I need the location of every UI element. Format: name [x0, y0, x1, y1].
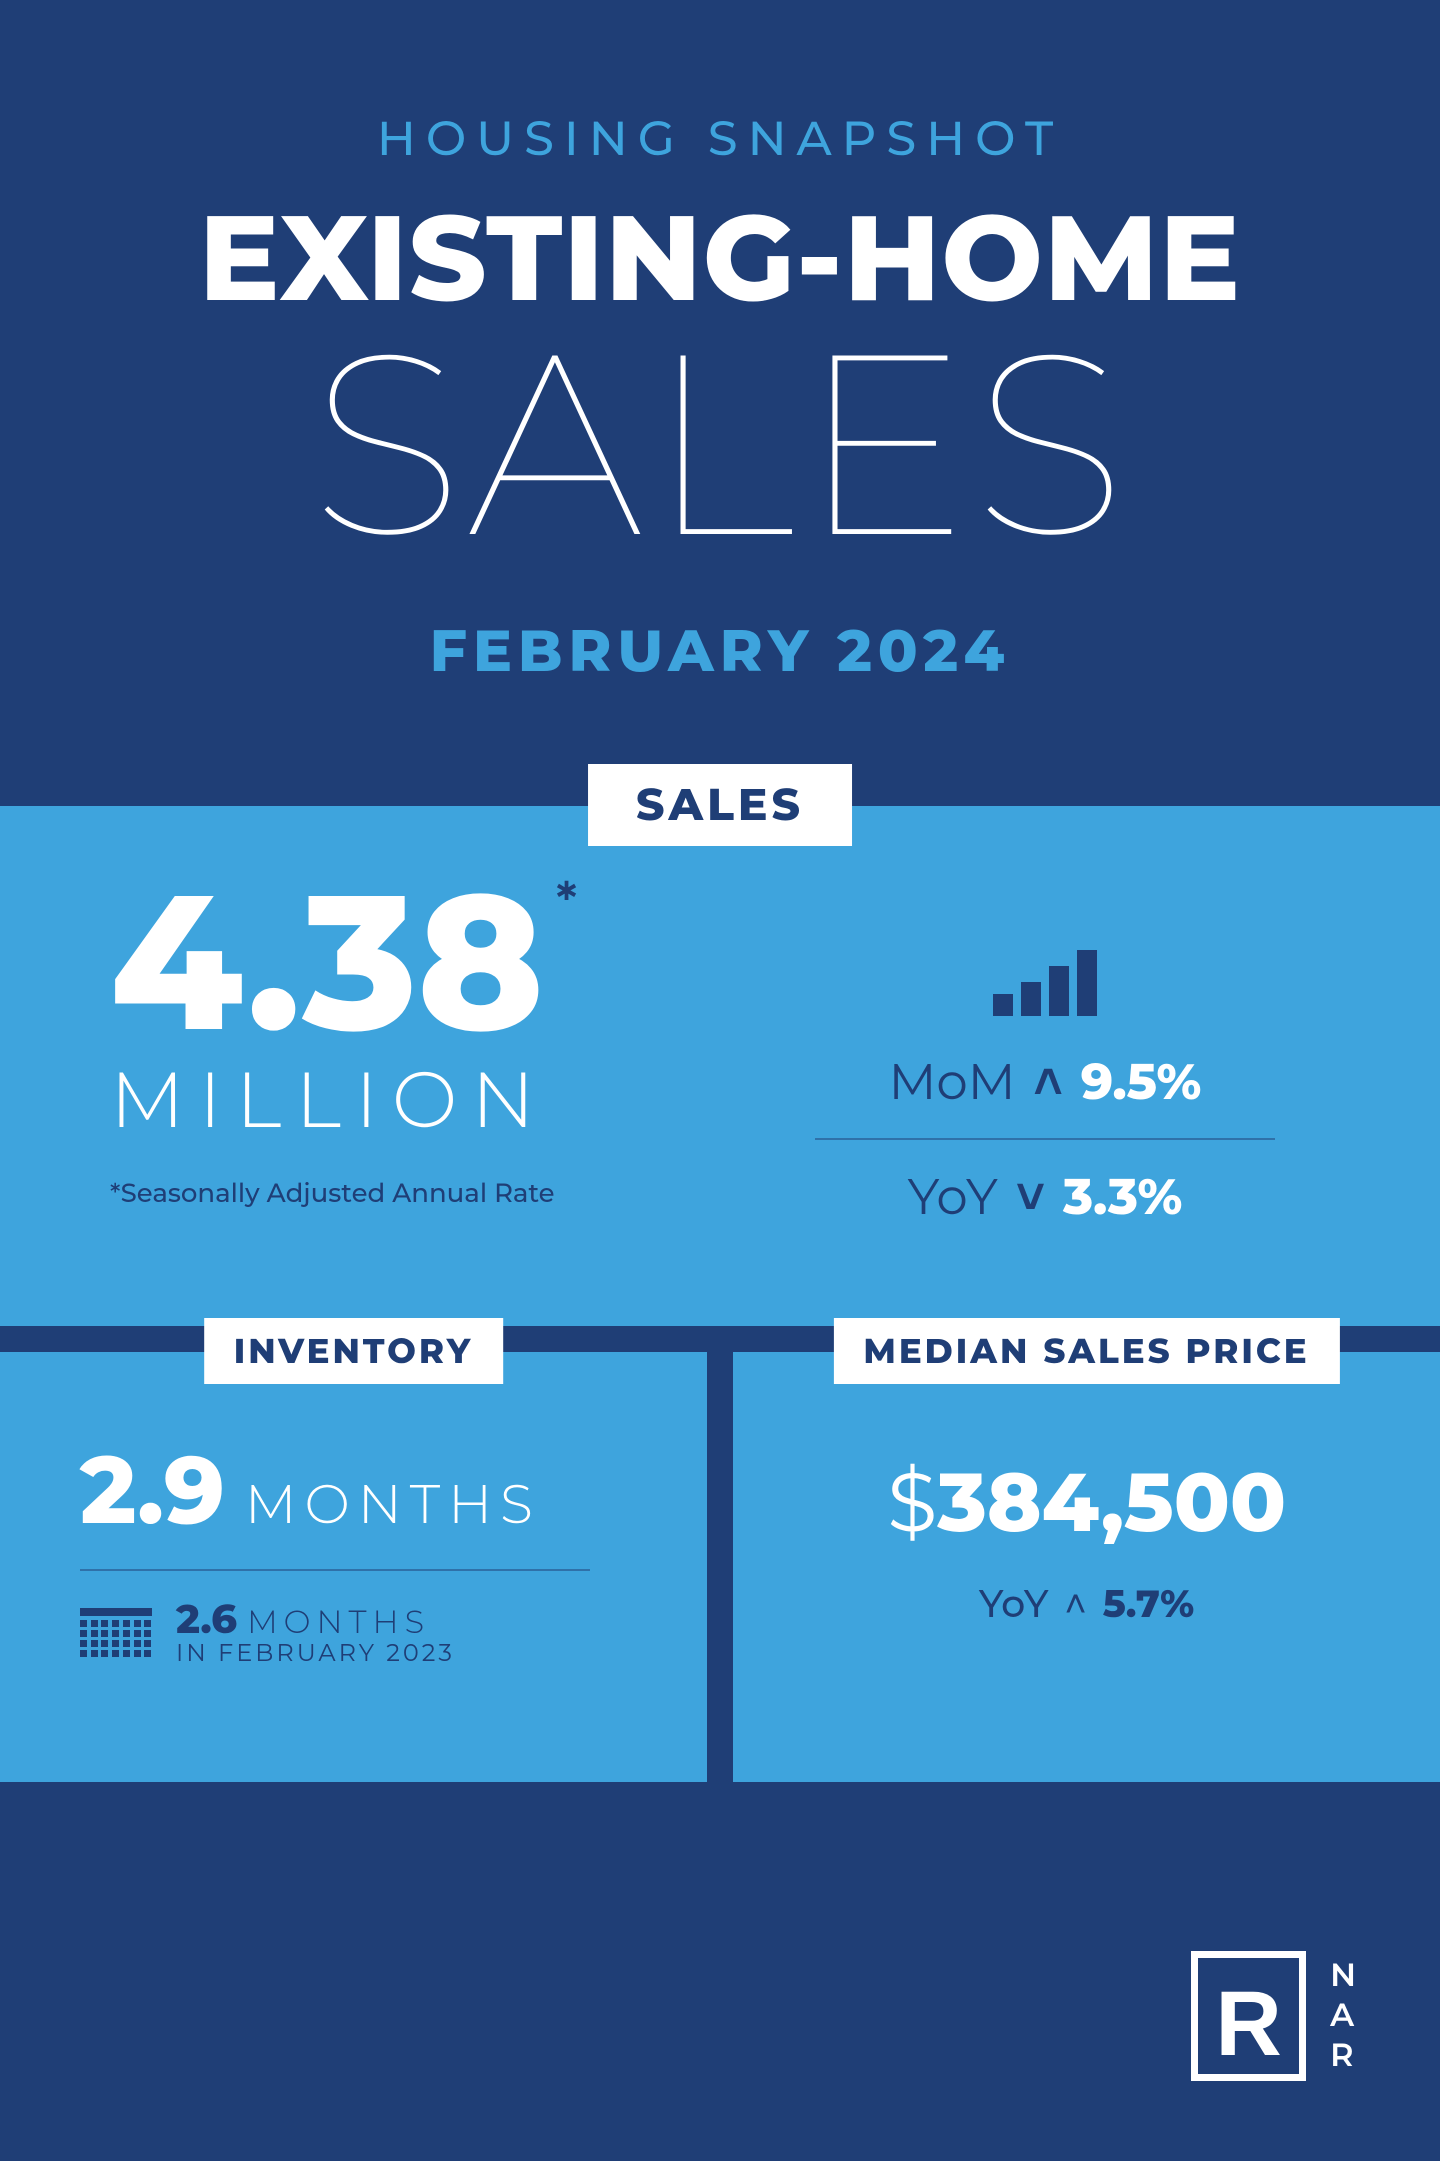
infographic-page: HOUSING SNAPSHOT EXISTING-HOME SALES FEB… — [0, 0, 1440, 2161]
price-yoy-value: 5.7% — [1103, 1580, 1195, 1627]
bar-2 — [1021, 982, 1041, 1016]
inventory-divider — [80, 1569, 590, 1571]
sales-number-row: 4.38 * — [110, 876, 680, 1047]
calendar-dots — [80, 1620, 152, 1657]
sales-footnote: *Seasonally Adjusted Annual Rate — [110, 1177, 680, 1209]
metric-divider — [815, 1138, 1275, 1140]
yoy-value: 3.3% — [1063, 1166, 1182, 1227]
price-panel: MEDIAN SALES PRICE $384,500 YoY ˄ 5.7% — [733, 1352, 1440, 1782]
price-badge: MEDIAN SALES PRICE — [833, 1318, 1339, 1384]
price-content: $384,500 YoY ˄ 5.7% — [733, 1352, 1440, 1667]
inventory-badge: INVENTORY — [204, 1318, 504, 1384]
realtor-logo-letter: R — [1215, 1978, 1281, 2070]
realtor-logo-icon: R — [1191, 1951, 1306, 2081]
sales-unit: MILLION — [110, 1051, 680, 1147]
inventory-compare: 2.6 MONTHS IN FEBRUARY 2023 — [80, 1599, 647, 1666]
sales-section: SALES 4.38 * MILLION *Seasonally Adjuste… — [0, 806, 1440, 1326]
inventory-compare-sub: IN FEBRUARY 2023 — [176, 1641, 455, 1666]
footer: R N A R — [1191, 1951, 1360, 2081]
price-main: $384,500 — [773, 1452, 1400, 1552]
inventory-panel: INVENTORY 2.9 MONTHS — [0, 1352, 707, 1782]
price-value: 384,500 — [937, 1452, 1286, 1552]
sales-badge: SALES — [588, 764, 852, 846]
inventory-compare-text: 2.6 MONTHS IN FEBRUARY 2023 — [176, 1599, 455, 1666]
inventory-content: 2.9 MONTHS — [0, 1352, 707, 1706]
title-line2: SALES — [0, 323, 1440, 565]
inventory-compare-unit: MONTHS — [247, 1606, 430, 1640]
price-currency: $ — [887, 1452, 937, 1552]
sales-right: MoM ˄ 9.5% YoY ˅ 3.3% — [720, 806, 1440, 1326]
inventory-main: 2.9 MONTHS — [80, 1432, 647, 1547]
mom-label: MoM — [889, 1051, 1016, 1112]
yoy-row: YoY ˅ 3.3% — [815, 1166, 1275, 1227]
bar-chart-icon — [993, 946, 1097, 1016]
price-change: YoY ˄ 5.7% — [773, 1580, 1400, 1627]
price-yoy-label: YoY — [979, 1580, 1049, 1627]
bar-4 — [1077, 950, 1097, 1016]
pretitle: HOUSING SNAPSHOT — [0, 110, 1440, 168]
sales-left: 4.38 * MILLION *Seasonally Adjusted Annu… — [0, 806, 720, 1326]
up-arrow-icon: ˄ — [1034, 1051, 1063, 1112]
sales-band: 4.38 * MILLION *Seasonally Adjusted Annu… — [0, 806, 1440, 1326]
mom-value: 9.5% — [1081, 1051, 1202, 1112]
up-arrow-icon: ˄ — [1064, 1580, 1086, 1627]
calendar-icon — [80, 1608, 152, 1657]
sales-number: 4.38 — [110, 876, 544, 1047]
nar-line3: R — [1330, 2036, 1360, 2076]
nar-label: N A R — [1330, 1956, 1360, 2076]
nar-line2: A — [1330, 1996, 1360, 2036]
yoy-label: YoY — [908, 1166, 998, 1227]
inventory-number: 2.9 — [80, 1432, 225, 1547]
report-date: FEBRUARY 2024 — [0, 615, 1440, 686]
mom-row: MoM ˄ 9.5% — [815, 1051, 1275, 1112]
bar-1 — [993, 994, 1013, 1016]
bar-3 — [1049, 966, 1069, 1016]
sales-asterisk: * — [556, 870, 577, 931]
nar-line1: N — [1330, 1956, 1360, 1996]
bottom-row: INVENTORY 2.9 MONTHS — [0, 1352, 1440, 1782]
calendar-bar — [80, 1608, 152, 1616]
inventory-unit: MONTHS — [245, 1471, 541, 1537]
down-arrow-icon: ˅ — [1016, 1166, 1045, 1227]
header: HOUSING SNAPSHOT EXISTING-HOME SALES FEB… — [0, 0, 1440, 686]
inventory-compare-number: 2.6 — [176, 1599, 237, 1641]
